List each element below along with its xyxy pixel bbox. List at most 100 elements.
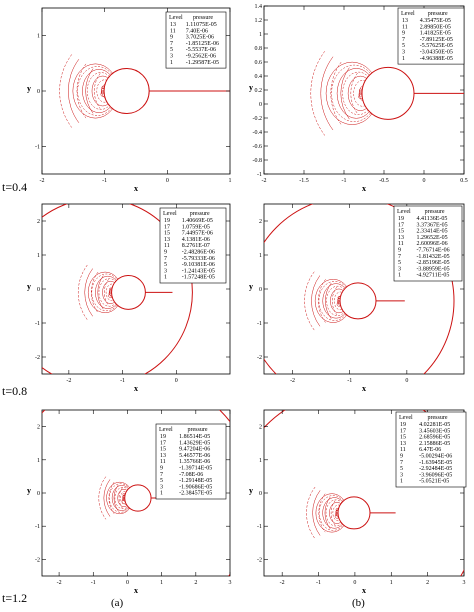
legend-value: -3.04350E-05 (420, 50, 453, 56)
legend-value: -1.24143E-05 (182, 268, 215, 274)
legend-level: 1 (398, 273, 401, 279)
legend-level: 19 (164, 218, 170, 224)
x-tick-label: -1 (120, 378, 125, 384)
legend-box (165, 11, 227, 69)
legend-value: 3.7025E-06 (186, 35, 214, 41)
legend-value: 3.45603E-05 (419, 428, 450, 434)
legend-level: 7 (164, 256, 167, 262)
legend-header-level: Level (163, 211, 177, 217)
y-tick-label: 2 (259, 219, 262, 225)
legend-value: -7.89125E-05 (420, 37, 453, 43)
y-tick-label: -2 (257, 355, 262, 361)
legend-header-level: Level (159, 427, 173, 433)
y-axis-label: y (249, 282, 253, 291)
legend-value: -4.96388E-05 (420, 56, 453, 62)
y-tick-label: 0.2 (255, 88, 263, 94)
legend-value: 2.89850E-05 (420, 24, 451, 30)
pressure-contour (78, 264, 88, 320)
legend-level: 15 (400, 435, 406, 441)
y-tick-label: -1 (257, 321, 262, 327)
x-tick-label: 0.5 (460, 178, 468, 184)
legend-value: 1.35766E-06 (179, 459, 210, 465)
x-tick-label: 0 (423, 178, 426, 184)
x-tick-label: 0 (175, 378, 178, 384)
y-axis-label: y (27, 486, 31, 495)
legend-level: 19 (398, 216, 404, 222)
outer-boundary-circle (42, 204, 193, 374)
legend-value: -9.2562E-06 (186, 54, 216, 60)
legend-value: 1.41825E-05 (420, 31, 451, 37)
cylinder-body (337, 496, 371, 530)
x-tick-label: -1 (347, 378, 352, 384)
legend-level: 3 (402, 50, 405, 56)
pressure-contour (118, 487, 123, 509)
legend-level: 5 (400, 466, 403, 472)
contour-panel-b-t04: -2 -1.5 -1 -0.5 0 0.5 -1 -0.8 -0.6 -0.4 -0.2 0 0.2 0.… (249, 4, 468, 193)
legend-value: -7.08E-06 (179, 472, 203, 478)
x-tick-label: 1 (160, 580, 163, 586)
y-tick-label: -0.6 (253, 144, 263, 150)
x-tick-label: -2 (57, 580, 62, 586)
legend-header-pressure: pressure (425, 209, 445, 215)
legend-level: 11 (170, 28, 176, 34)
cylinder-body (124, 484, 152, 512)
legend-value: -1.29587E-05 (186, 60, 219, 66)
x-axis-label: x (134, 184, 138, 193)
x-tick-label: 3 (463, 580, 466, 586)
legend-level: 17 (400, 428, 406, 434)
legend-level: 3 (400, 472, 403, 478)
legend-value: 7.44957E-06 (182, 231, 213, 237)
legend-header-pressure: pressure (428, 11, 448, 17)
x-tick-label: 0 (353, 580, 356, 586)
legend-header-pressure: pressure (188, 427, 208, 433)
x-tick-label: -1 (342, 178, 347, 184)
y-tick-label: 1 (259, 458, 262, 464)
legend-value: 1.43629E-05 (179, 440, 210, 446)
y-tick-label: 0.8 (255, 46, 263, 52)
y-tick-label: 2 (259, 425, 262, 431)
pressure-contour (350, 72, 358, 114)
x-tick-label: -2 (66, 378, 71, 384)
x-tick-label: 3 (229, 580, 232, 586)
x-axis-label: x (362, 184, 366, 193)
y-tick-label: -1 (257, 524, 262, 530)
column-label-b: (b) (352, 597, 365, 609)
legend-value: -4.92711E-05 (416, 273, 449, 279)
x-tick-label: 2 (426, 580, 429, 586)
pressure-contour (306, 486, 316, 539)
legend-level: 19 (400, 422, 406, 428)
legend-value: 4.35475E-05 (420, 18, 451, 24)
y-axis-label: y (27, 84, 31, 93)
legend-value: -1.85125E-06 (186, 41, 219, 47)
pressure-contour (324, 496, 331, 529)
legend-value: 2.33414E-05 (416, 229, 447, 235)
legend-level: 1 (402, 56, 405, 62)
legend-level: 9 (398, 248, 401, 254)
legend-value: 4.41136E-05 (416, 216, 447, 222)
x-axis-label: x (134, 384, 138, 393)
legend-value: -9.10381E-06 (182, 262, 215, 268)
legend-box (393, 205, 463, 282)
legend-value: -7.76714E-06 (416, 248, 449, 254)
pressure-contour (103, 479, 111, 517)
legend-level: 3 (398, 266, 401, 272)
legend-box (155, 423, 227, 500)
y-tick-label: 0 (259, 102, 262, 108)
legend-value: 4.02281E-05 (419, 422, 450, 428)
legend-value: 6.47E-06 (419, 447, 441, 453)
legend-value: -2.85196E-05 (416, 260, 449, 266)
pressure-contour (310, 51, 326, 136)
legend-level: 13 (402, 18, 408, 24)
legend-header-level: Level (397, 209, 411, 215)
pressure-contour (312, 490, 321, 536)
time-label-0: t=0.4 (2, 180, 28, 194)
x-tick-label: 1 (390, 580, 393, 586)
pressure-contour (320, 56, 334, 131)
x-tick-label: 0 (405, 378, 408, 384)
legend-level: 9 (400, 454, 403, 460)
cylinder-body (361, 66, 415, 120)
y-tick-label: 0 (37, 287, 40, 293)
